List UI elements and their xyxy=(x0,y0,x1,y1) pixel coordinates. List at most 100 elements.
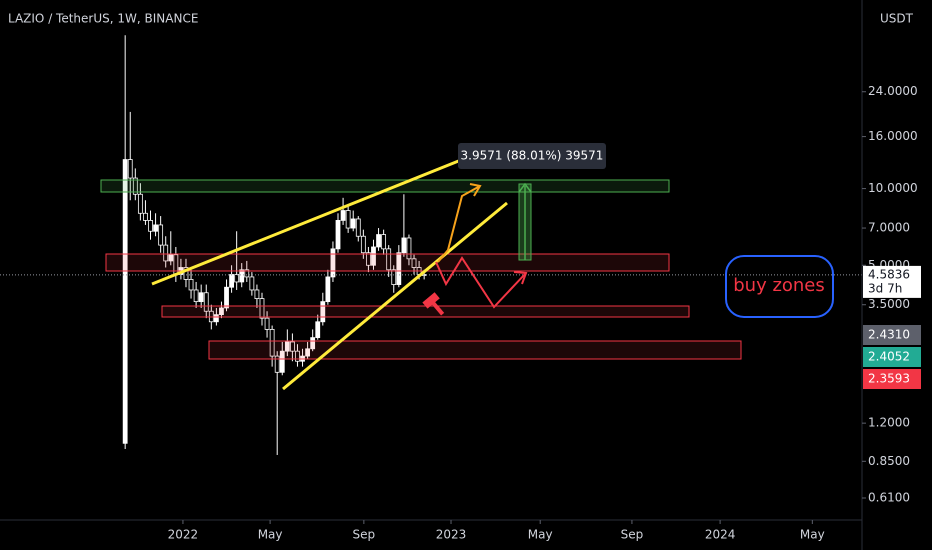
candle-body xyxy=(168,254,174,262)
candle-body xyxy=(188,279,194,291)
buy-zone xyxy=(161,305,690,318)
price-tag xyxy=(863,347,921,367)
candle-body xyxy=(401,237,407,254)
y-tick-label: 0.8500 xyxy=(868,454,910,468)
plot-area xyxy=(0,35,862,455)
trend-line xyxy=(282,201,508,391)
candle-body xyxy=(198,292,204,303)
candle-body xyxy=(148,220,153,232)
candle-body xyxy=(132,177,138,195)
x-tick-label: Sep xyxy=(621,528,644,542)
candle-body xyxy=(244,269,250,278)
y-tick-label: 16.0000 xyxy=(868,129,918,143)
candle-body xyxy=(224,286,229,309)
candle-body xyxy=(371,246,376,266)
y-tick-label: 1.2000 xyxy=(868,416,910,430)
candle-body xyxy=(269,329,275,357)
price-tag xyxy=(863,325,921,345)
candle-body xyxy=(153,224,158,232)
currency-label: USDT xyxy=(880,12,914,26)
candle-body xyxy=(360,235,366,254)
candle-body xyxy=(320,301,326,323)
y-tick-label: 10.0000 xyxy=(868,181,918,195)
buy-zone xyxy=(105,253,670,272)
last-price-label: 4.5836 xyxy=(868,267,910,281)
candle-body xyxy=(234,274,240,283)
candle-body xyxy=(295,350,300,362)
candle-body xyxy=(305,348,311,357)
candle-body xyxy=(386,248,392,271)
candle-body xyxy=(158,224,164,246)
y-tick-label: 24.0000 xyxy=(868,84,918,98)
measure-label: 3.9571 (88.01%) 39571 xyxy=(461,149,604,163)
candle-body xyxy=(335,220,341,250)
measure-label-box xyxy=(458,143,606,169)
x-tick-label: 2024 xyxy=(705,528,736,542)
candle-body xyxy=(284,341,290,352)
candle-body xyxy=(340,210,346,221)
candle-body xyxy=(229,274,234,288)
candle-body xyxy=(406,237,412,260)
price-tag-label: 2.3593 xyxy=(868,372,910,386)
candle-body xyxy=(203,292,209,312)
candle-body xyxy=(163,244,169,262)
candle-body xyxy=(315,321,321,339)
y-tick-label: 3.5000 xyxy=(868,297,910,311)
candle-body xyxy=(183,267,189,280)
y-tick-label: 7.0000 xyxy=(868,221,910,235)
path-arrow xyxy=(435,256,527,309)
measure-arrow xyxy=(518,182,532,193)
candle-body xyxy=(213,314,219,323)
path-arrow xyxy=(513,271,528,285)
note-box xyxy=(725,255,834,318)
candle-body xyxy=(259,298,265,319)
candle-body xyxy=(310,337,316,350)
path-arrow xyxy=(437,185,481,263)
candle-body xyxy=(193,289,199,303)
candle-body xyxy=(137,193,143,214)
buy-zone xyxy=(208,340,742,360)
x-tick-label: Sep xyxy=(353,528,376,542)
x-tick-label: May xyxy=(258,528,283,542)
price-tag-label: 2.4310 xyxy=(868,328,910,342)
hammer-icon xyxy=(422,292,445,316)
candle-body xyxy=(381,234,387,250)
drawings: buy zones 3.9571 (88.01%) 39571 xyxy=(100,143,834,391)
candle-body xyxy=(355,218,361,237)
candle-body xyxy=(254,289,260,299)
candle-body xyxy=(219,307,224,316)
price-tag xyxy=(863,369,921,389)
path-arrow xyxy=(469,183,482,197)
countdown-label: 3d 7h xyxy=(868,281,902,295)
candle-body xyxy=(330,248,336,278)
candle-body xyxy=(122,159,128,444)
candle-body xyxy=(249,276,255,291)
candle-body xyxy=(264,317,270,330)
note-text: buy zones xyxy=(733,275,825,296)
candle-body xyxy=(345,210,351,229)
candle-body xyxy=(290,341,295,352)
x-tick-label: 2022 xyxy=(168,528,199,542)
last-price-tag xyxy=(863,265,921,298)
candle-body xyxy=(376,234,381,248)
trend-line xyxy=(151,156,467,286)
x-tick-label: May xyxy=(528,528,553,542)
candle-body xyxy=(391,269,397,285)
candle-body xyxy=(143,212,148,221)
candle-body xyxy=(239,269,245,283)
candle-body xyxy=(396,252,402,285)
candle-body xyxy=(127,159,133,179)
x-tick-label: 2023 xyxy=(436,528,467,542)
price-tag-label: 2.4052 xyxy=(868,350,910,364)
candle-body xyxy=(411,258,417,268)
x-tick-label: May xyxy=(800,528,825,542)
candle-body xyxy=(366,252,371,266)
chart-title: LAZIO / TetherUS, 1W, BINANCE xyxy=(8,12,198,26)
y-tick-label: 0.6100 xyxy=(868,491,910,505)
candle-body xyxy=(350,218,356,229)
candle-body xyxy=(274,355,280,373)
candle-body xyxy=(325,276,331,303)
